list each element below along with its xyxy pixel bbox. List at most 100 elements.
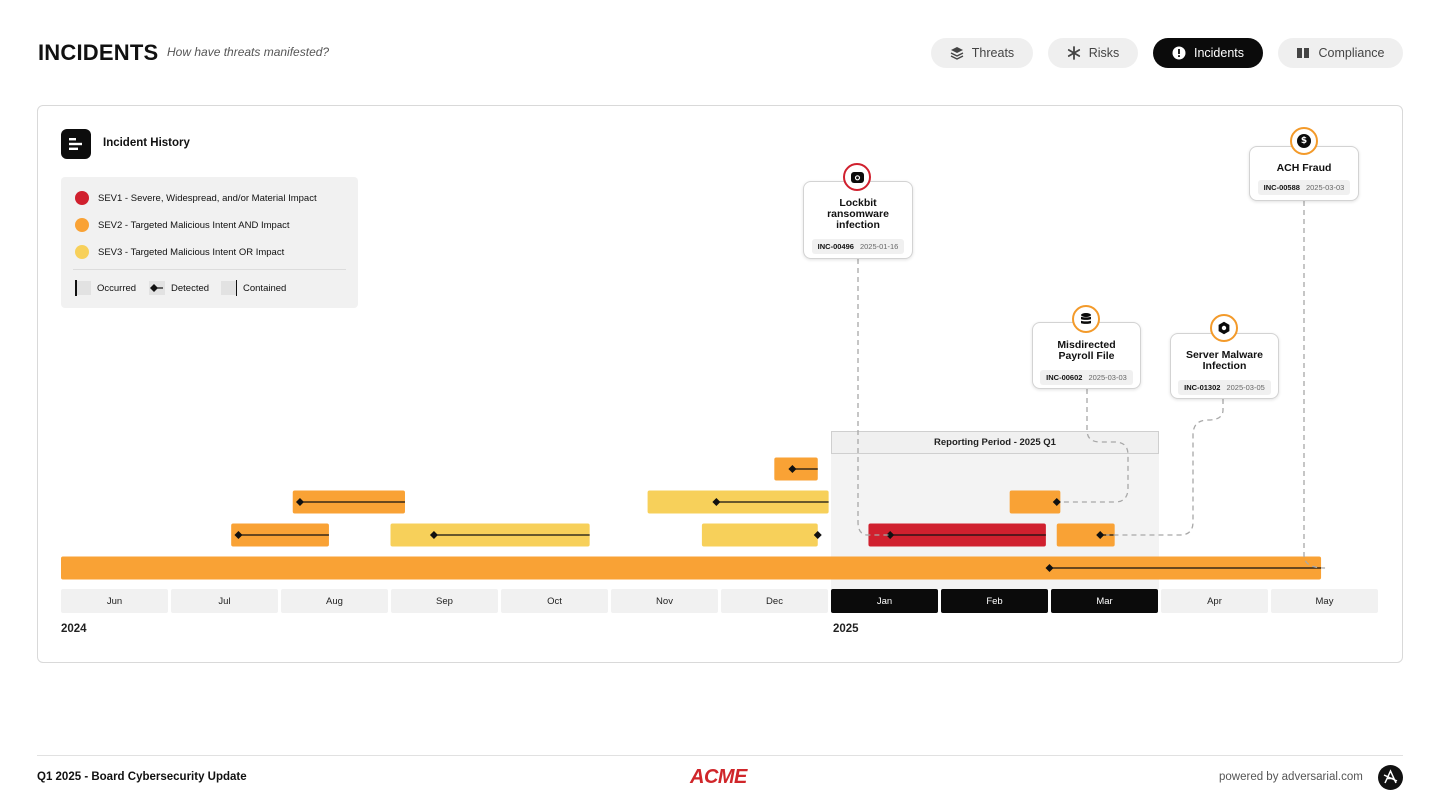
month-tick-jun: Jun [61,589,168,613]
adversarial-logo-icon [1378,765,1403,790]
gear-icon [1210,314,1238,342]
connector-payroll [1062,389,1129,503]
detected-marker [1096,531,1105,539]
incident-date: 2025-03-05 [1226,383,1265,392]
detected-marker-icon [149,281,165,295]
year-label-2025: 2025 [833,623,859,635]
legend-divider [73,269,346,270]
detected-marker [234,531,243,539]
incident-id: INC-01302 [1184,383,1221,392]
legend-key-label: Contained [243,282,287,294]
detected-marker [1045,564,1054,572]
tab-threats[interactable]: Threats [931,38,1033,68]
alert-circle-icon [1172,46,1186,60]
incident-callout-ach-fraud[interactable]: ACH Fraud INC-00588 2025-03-03 [1249,146,1359,201]
tab-label: Threats [971,46,1015,60]
tab-incidents[interactable]: Incidents [1153,38,1263,68]
legend-key-contained: Contained [221,280,287,296]
incident-callout-server-malware[interactable]: Server Malware Infection INC-01302 2025-… [1170,333,1279,399]
month-tick-sep: Sep [391,589,498,613]
incident-callout-payroll[interactable]: Misdirected Payroll File INC-00602 2025-… [1032,322,1141,389]
legend-key-label: Detected [171,282,210,294]
tab-label: Risks [1088,46,1120,60]
legend-label: SEV3 - Targeted Malicious Intent OR Impa… [98,246,285,258]
footer-report-title: Q1 2025 - Board Cybersecurity Update [37,771,247,783]
connector-ach-fraud [1303,201,1326,569]
callout-title: ACH Fraud [1276,162,1332,174]
callout-meta: INC-01302 2025-03-05 [1178,380,1271,395]
reporting-period-label: Reporting Period - 2025 Q1 [831,431,1159,454]
callout-meta: INC-00588 2025-03-03 [1257,180,1351,195]
callout-meta: INC-00496 2025-01-16 [811,239,905,254]
page-subtitle: How have threats manifested? [167,45,330,59]
month-tick-jan: Jan [831,589,938,613]
year-label-2024: 2024 [61,623,87,635]
sev1-swatch [75,191,89,205]
legend-key-occurred: Occurred [75,280,137,296]
month-tick-jul: Jul [171,589,278,613]
incident-date: 2025-03-03 [1305,183,1345,192]
timeline-icon [61,129,91,159]
tab-label: Compliance [1318,46,1385,60]
database-icon [1072,305,1100,333]
legend-item-sev3: SEV3 - Targeted Malicious Intent OR Impa… [75,245,284,259]
tab-risks[interactable]: Risks [1048,38,1138,68]
detected-marker [813,531,822,539]
sev2-swatch [75,218,89,232]
severity-legend: SEV1 - Severe, Widespread, and/or Materi… [61,177,358,308]
month-tick-aug: Aug [281,589,388,613]
dollar-icon: $ [1290,127,1318,155]
callout-title: Server Malware Infection [1185,349,1264,372]
legend-key-label: Occurred [97,282,137,294]
powered-by-link[interactable]: powered by adversarial.com [1219,771,1363,783]
incident-bar [701,523,818,547]
layers-icon [950,46,964,60]
month-tick-nov: Nov [611,589,718,613]
legend-item-sev1: SEV1 - Severe, Widespread, and/or Materi… [75,191,317,205]
month-tick-apr: Apr [1161,589,1268,613]
detected-marker [886,531,895,539]
tab-compliance[interactable]: Compliance [1278,38,1403,68]
book-icon [1296,46,1310,60]
asterisk-icon [1067,46,1081,60]
incident-bar [61,556,1322,580]
detected-marker [1052,498,1061,506]
contained-marker-icon [221,280,237,296]
connector-server-malware [1106,399,1224,536]
incident-bar [1009,490,1061,514]
incident-bar [1056,523,1115,547]
month-tick-dec: Dec [721,589,828,613]
incident-id: INC-00496 [817,242,854,251]
legend-label: SEV1 - Severe, Widespread, and/or Materi… [98,192,317,204]
incident-id: INC-00588 [1263,183,1300,192]
tab-label: Incidents [1193,46,1245,60]
legend-item-sev2: SEV2 - Targeted Malicious Intent AND Imp… [75,218,290,232]
detected-marker [788,465,797,473]
month-tick-oct: Oct [501,589,608,613]
sev3-swatch [75,245,89,259]
callout-title: Misdirected Payroll File [1057,339,1116,362]
detected-marker [429,531,438,539]
occurred-marker-icon [75,280,91,296]
acme-logo: ACME [690,766,747,788]
month-tick-may: May [1271,589,1378,613]
detected-marker [295,498,304,506]
incident-date: 2025-03-03 [1088,373,1127,382]
page-title: INCIDENTS [38,40,159,65]
incident-callout-lockbit[interactable]: Lockbit ransomware infection INC-00496 2… [803,181,913,259]
callout-meta: INC-00602 2025-03-03 [1040,370,1133,385]
legend-key-detected: Detected [149,281,209,295]
month-tick-mar: Mar [1051,589,1158,613]
month-tick-feb: Feb [941,589,1048,613]
footer-divider [37,755,1403,756]
panel-title: Incident History [103,137,190,149]
incident-id: INC-00602 [1046,373,1083,382]
incident-date: 2025-01-16 [859,242,899,251]
legend-label: SEV2 - Targeted Malicious Intent AND Imp… [98,219,290,231]
callout-title: Lockbit ransomware infection [827,197,889,231]
camera-icon [843,163,871,191]
detected-marker [712,498,721,506]
connector-lockbit [857,259,891,536]
